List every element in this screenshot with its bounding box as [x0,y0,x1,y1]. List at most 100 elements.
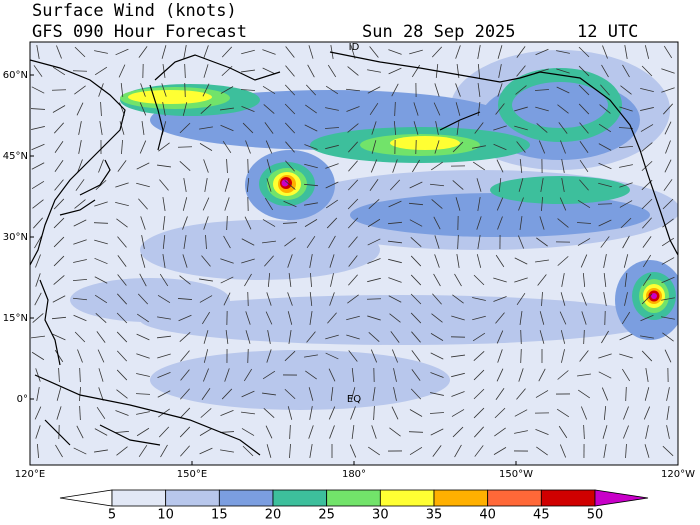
wind-barb [221,388,233,400]
wind-barb [620,217,632,229]
wind-barb [535,390,549,398]
wind-barb [33,65,43,77]
wind-barb [225,330,229,344]
wind-barbs [30,45,675,459]
wind-barb [430,161,444,171]
wind-barb [241,49,255,55]
wind-barb [640,124,654,132]
wind-barb [536,237,548,247]
wind-barb [474,426,484,438]
wind-barb [162,234,166,250]
wind-barb [536,123,548,133]
wind-barb [350,387,356,401]
wind-barb [452,141,464,153]
wind-barb [497,83,503,97]
wind-barb [329,425,335,439]
wind-barb [224,368,230,382]
wind-barb [288,330,292,344]
wind-barb [413,121,419,135]
wind-barb [473,274,485,286]
wind-barb [598,182,612,188]
wind-barb [199,295,213,303]
wind-barb [203,159,209,173]
wind-barb [619,106,633,112]
wind-barb [561,273,565,287]
colorbar-label: 25 [318,508,335,523]
wind-barb [603,292,607,306]
wind-barb [409,446,423,456]
wind-barb [35,273,41,287]
wind-barb [371,121,377,135]
wind-barb [241,411,255,415]
wind-barb [98,387,104,401]
wind-barb [663,179,673,191]
wind-barb [304,163,318,169]
colorbar-segment [487,489,542,507]
wind-barb [346,106,360,112]
wind-barb [325,334,339,340]
wind-barb [412,159,420,173]
wind-barb [244,216,252,230]
wind-barb [494,407,506,419]
wind-barb [179,426,191,438]
wind-barb [409,181,423,189]
wind-barb [184,82,186,98]
wind-barb [98,159,104,173]
wind-barb [205,234,207,250]
wind-barb [182,254,188,268]
wind-barb [242,122,254,134]
wind-barb [345,88,361,92]
wind-barb [580,406,588,420]
title: Surface Wind (knots) [32,1,237,21]
wind-barb [53,198,65,210]
wind-barb [433,273,441,287]
wind-barb [73,219,87,227]
wind-barb [53,217,65,229]
wind-barb [474,122,484,134]
wind-barb [431,313,443,323]
wind-barb [265,140,273,154]
wind-barb [393,368,397,382]
wind-barb [413,102,419,116]
wind-barb [180,388,190,400]
wind-barb [31,351,45,361]
wind-barb [34,406,42,420]
wind-barb [618,145,634,149]
wind-barb [79,405,81,421]
wind-barb [662,218,674,228]
wind-barb [203,216,209,230]
wind-barb [73,314,87,322]
wind-barb [514,430,528,434]
wind-barb [136,411,150,415]
wind-barb [162,254,166,268]
wind-barb [496,197,504,211]
wind-barb [556,408,570,418]
wind-barb [199,278,213,282]
wind-barb [367,69,381,73]
wind-barb [582,272,586,288]
wind-barb [408,431,424,433]
wind-barb [141,121,145,135]
wind-barb [393,387,397,401]
wind-barb [266,444,272,458]
wind-barb [662,332,674,342]
wind-barb [477,235,481,249]
wind-barb [310,272,312,288]
wind-barb [600,236,610,248]
wind-barb [389,427,401,437]
wind-barb [556,68,570,74]
wind-barb [179,122,191,134]
wind-barb [94,201,108,207]
wind-barb [367,86,381,94]
colorbar-segment [272,489,328,507]
wind-barb [541,196,543,212]
wind-barb [393,120,397,136]
wind-barb [520,329,522,345]
wind-barb [455,45,461,59]
wind-barb [368,199,380,209]
wind-barb [369,102,379,116]
wind-barb [32,313,44,323]
wind-barb [116,350,128,362]
wind-barb [497,216,503,230]
